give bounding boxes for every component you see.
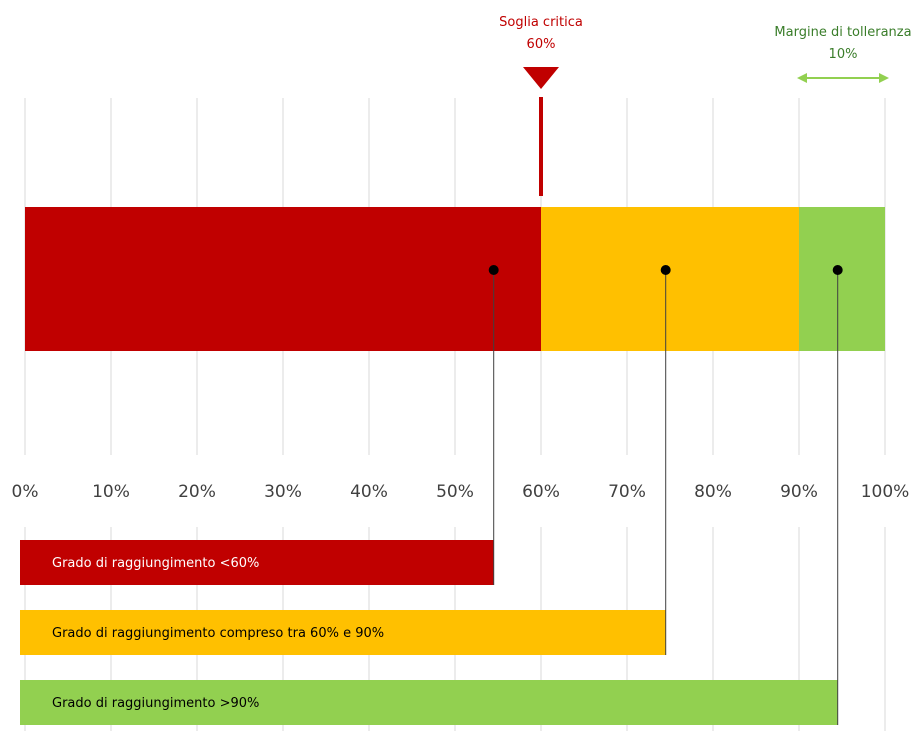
value-markers xyxy=(488,265,843,275)
x-tick-label: 60% xyxy=(522,482,560,502)
x-tick-label: 10% xyxy=(92,482,130,502)
legend-bar xyxy=(20,540,494,585)
legend-label: Grado di raggiungimento compreso tra 60%… xyxy=(52,626,384,641)
x-tick-label: 90% xyxy=(780,482,818,502)
x-tick-label: 0% xyxy=(12,482,39,502)
stacked-bar xyxy=(25,207,885,351)
legend-label: Grado di raggiungimento <60% xyxy=(52,556,259,571)
x-tick-label: 30% xyxy=(264,482,302,502)
tolerance-value: 10% xyxy=(829,47,858,62)
tolerance-arrow-right xyxy=(879,73,889,83)
tolerance-title: Margine di tolleranza xyxy=(774,25,911,40)
x-tick-label: 40% xyxy=(350,482,388,502)
x-axis-ticks: 0% 10% 20% 30% 40% 50% 60% 70% 80% 90% 100% xyxy=(12,482,910,502)
value-marker xyxy=(660,265,671,275)
legend-bar xyxy=(20,610,666,655)
threshold-title: Soglia critica xyxy=(499,15,583,30)
x-tick-label: 70% xyxy=(608,482,646,502)
bar-segment xyxy=(799,207,885,351)
tolerance-arrow-left xyxy=(797,73,807,83)
x-tick-label: 100% xyxy=(861,482,910,502)
marker-leader-lines xyxy=(493,270,839,725)
x-tick-label: 20% xyxy=(178,482,216,502)
threshold-line xyxy=(539,97,543,196)
x-tick-label: 50% xyxy=(436,482,474,502)
threshold-triangle xyxy=(523,67,559,89)
legend-bars: Grado di raggiungimento <60% Grado di rag… xyxy=(20,540,838,725)
threshold-value: 60% xyxy=(527,37,556,52)
x-tick-label: 80% xyxy=(694,482,732,502)
legend-bar xyxy=(20,680,838,725)
value-marker xyxy=(488,265,499,275)
legend-label: Grado di raggiungimento >90% xyxy=(52,696,259,711)
tolerance-annotation: Margine di tolleranza 10% xyxy=(774,25,912,83)
value-marker xyxy=(832,265,843,275)
threshold-annotation: Soglia critica 60% xyxy=(499,15,583,196)
bar-segment xyxy=(541,207,799,351)
bar-segment xyxy=(25,207,541,351)
